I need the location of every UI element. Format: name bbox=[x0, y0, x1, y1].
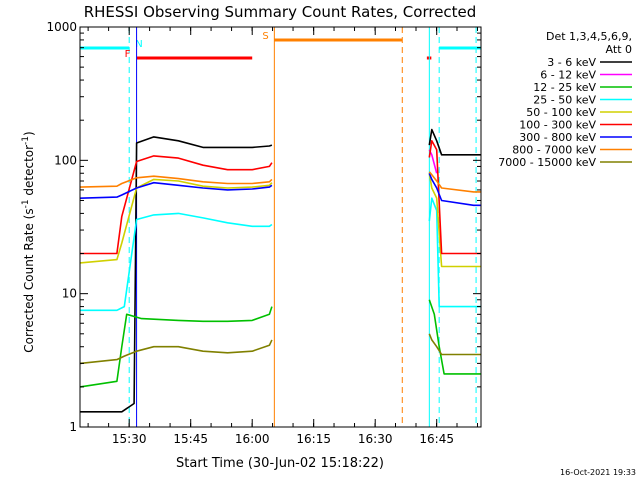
series-line bbox=[80, 212, 273, 312]
chart-title: RHESSI Observing Summary Count Rates, Co… bbox=[84, 3, 477, 21]
timestamp: 16-Oct-2021 19:33 bbox=[560, 468, 636, 477]
series-0 bbox=[80, 128, 481, 413]
series-line bbox=[428, 197, 481, 308]
series-line bbox=[79, 306, 273, 388]
y-axis: 1 10 100 1000 bbox=[46, 20, 481, 434]
x-tick-label: 16:15 bbox=[296, 432, 331, 446]
y-axis-label-sup1: -1 bbox=[21, 199, 31, 208]
series-line bbox=[80, 136, 273, 413]
series-line bbox=[79, 181, 273, 199]
flag-label: S bbox=[262, 31, 268, 42]
y-tick-label: 100 bbox=[54, 153, 77, 167]
legend-label-6: 300 - 800 keV bbox=[519, 131, 596, 144]
legend-label-7: 800 - 7000 keV bbox=[512, 144, 596, 157]
series-5 bbox=[80, 140, 481, 255]
series-line bbox=[428, 140, 481, 255]
legend-header-detectors: Det 1,3,4,5,6,9, bbox=[546, 30, 632, 43]
series-6 bbox=[79, 172, 481, 207]
series-3 bbox=[80, 197, 481, 312]
y-axis-label-sup2: -1 bbox=[21, 136, 31, 145]
svg-text:Corrected Count Rate (s-1 dete: Corrected Count Rate (s-1 detector-1) bbox=[21, 131, 36, 352]
legend-label-3: 25 - 50 keV bbox=[533, 94, 596, 107]
flag-label: F bbox=[125, 49, 131, 60]
y-tick-label: 10 bbox=[62, 287, 77, 301]
x-axis: 15:30 15:45 16:00 16:15 16:30 16:45 bbox=[87, 27, 478, 446]
series-line bbox=[428, 171, 481, 193]
legend-label-8: 7000 - 15000 keV bbox=[498, 156, 596, 169]
series-7 bbox=[79, 171, 481, 193]
series-line bbox=[79, 175, 273, 188]
legend-label-0: 3 - 6 keV bbox=[547, 56, 596, 69]
x-tick-label: 16:30 bbox=[358, 432, 393, 446]
y-axis-label-main: Corrected Count Rate (s bbox=[22, 208, 36, 352]
y-axis-label-end: ) bbox=[22, 131, 36, 136]
legend-label-4: 50 - 100 keV bbox=[526, 106, 596, 119]
series-line bbox=[428, 333, 481, 356]
series-line bbox=[428, 172, 481, 207]
plot-area: NF S bbox=[79, 26, 482, 428]
legend-label-2: 12 - 25 keV bbox=[533, 81, 596, 94]
x-tick-label: 15:45 bbox=[173, 432, 208, 446]
series-line bbox=[80, 155, 273, 255]
y-tick-label: 1 bbox=[69, 420, 77, 434]
x-axis-label: Start Time (30-Jun-02 15:18:22) bbox=[176, 456, 384, 471]
series-4 bbox=[79, 173, 481, 268]
x-tick-label: 16:45 bbox=[419, 432, 454, 446]
series-8 bbox=[79, 333, 481, 365]
flag-label: N bbox=[135, 39, 142, 50]
series-line bbox=[428, 173, 481, 268]
legend-label-1: 6 - 12 keV bbox=[540, 69, 596, 82]
plot-frame bbox=[79, 26, 482, 428]
flag-s: S bbox=[262, 27, 403, 427]
series-line bbox=[79, 339, 273, 365]
y-tick-label: 1000 bbox=[46, 20, 77, 34]
legend-label-5: 100 - 300 keV bbox=[519, 119, 596, 132]
series-2 bbox=[79, 299, 481, 388]
series-line bbox=[79, 178, 273, 264]
series-line bbox=[428, 128, 481, 156]
series-line bbox=[428, 299, 481, 375]
x-tick-label: 15:30 bbox=[112, 432, 147, 446]
y-axis-label: Corrected Count Rate (s-1 detector-1) bbox=[21, 131, 36, 352]
legend-header-attenuator: Att 0 bbox=[606, 43, 632, 56]
x-tick-label: 16:00 bbox=[235, 432, 270, 446]
y-axis-label-mid: detector bbox=[22, 145, 36, 200]
